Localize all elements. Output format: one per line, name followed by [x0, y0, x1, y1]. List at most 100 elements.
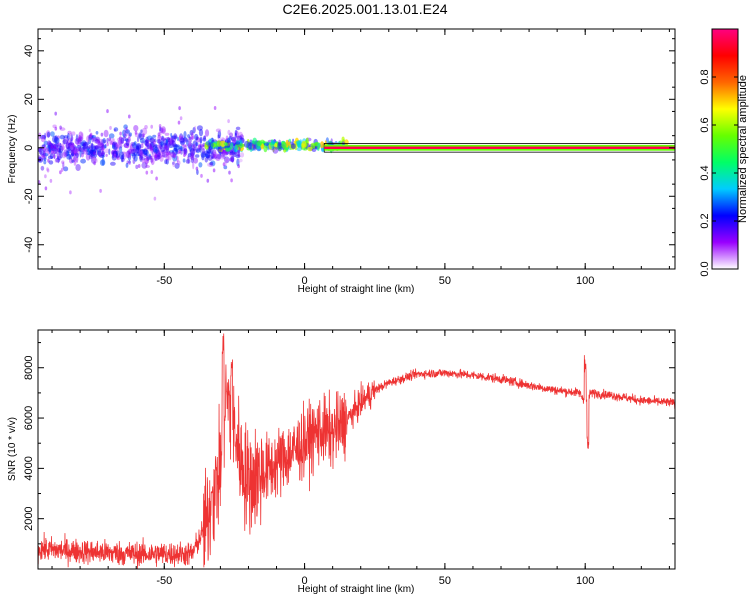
spectrogram-cell	[288, 141, 291, 146]
spectrogram-cell	[42, 153, 49, 157]
spectrogram-cell	[187, 134, 191, 138]
snr-panel: -50 0 50 100 2000 4000 6000 8000 Height of stra…	[7, 329, 676, 595]
spectrogram-cell	[56, 152, 60, 159]
spectrogram-cell	[176, 136, 179, 141]
spectrogram-cell	[82, 142, 89, 149]
spectrogram-cell	[63, 135, 69, 139]
spectrogram-cell	[182, 144, 187, 148]
spectrogram-cell	[55, 157, 61, 163]
spectrogram-cell	[217, 130, 222, 139]
spectrogram-cell	[165, 138, 169, 144]
spectrogram-cell	[67, 133, 70, 141]
spectrogram-cell	[95, 131, 99, 135]
spectrogram-cell	[44, 186, 48, 191]
spectrogram-cell	[157, 151, 161, 156]
spectrogram-cell	[141, 162, 148, 169]
spectrogram-cell	[73, 161, 77, 166]
spectrogram-cell	[210, 141, 214, 148]
spectrogram-cell	[125, 126, 128, 131]
spectrogram-cell	[168, 151, 171, 156]
spectrogram-cell	[66, 153, 72, 160]
spectrogram-cell	[161, 128, 166, 134]
spectrogram-cell	[145, 156, 150, 161]
spectrogram-cell	[240, 152, 245, 158]
spectrogram-cell	[224, 139, 230, 144]
spectrogram-cell	[174, 162, 180, 169]
spectrogram-cell	[191, 135, 194, 140]
spectrogram-cell	[278, 139, 282, 147]
snr-x-tick-label: 100	[576, 575, 594, 587]
spectrogram-cell	[44, 132, 47, 141]
spectrogram-cell	[54, 135, 58, 143]
spectrogram-cell	[157, 134, 162, 142]
spectrogram-cell	[239, 142, 243, 149]
spectrogram-cell	[67, 143, 73, 148]
spectrogram-cell	[173, 148, 178, 152]
spectrogram-cell	[45, 147, 49, 152]
spectrogram-cell	[234, 132, 237, 139]
snr-ticks: -50 0 50 100 2000 4000 6000 8000	[23, 330, 675, 587]
spectrogram-cell	[82, 143, 86, 147]
spectrogram-cell	[204, 157, 208, 163]
spectrogram-cell	[49, 178, 53, 183]
spectrogram-cell	[73, 155, 77, 164]
spectrogram-cell	[189, 129, 194, 136]
spectrogram-cell	[73, 155, 78, 163]
spectrogram-cell	[218, 148, 223, 153]
spectrogram-cell	[210, 160, 216, 167]
spectrogram-cell	[296, 147, 302, 152]
spectrogram-cell	[220, 140, 226, 147]
spectrogram-cell	[229, 157, 232, 162]
spectrogram-cell	[150, 124, 153, 129]
spectrogram-cell	[99, 138, 103, 146]
spectrogram-cell	[164, 144, 168, 149]
spectrogram-cell	[234, 129, 238, 136]
spectrogram-cell	[231, 155, 235, 163]
spectrogram-cell	[198, 162, 203, 168]
snr-y-tick-label: 2000	[23, 506, 35, 530]
spectrogram-cell	[108, 148, 111, 155]
spectrogram-cell	[141, 157, 146, 161]
spectrogram-cell	[101, 151, 106, 155]
spectrogram-cell	[229, 149, 234, 156]
spectrogram-cell	[119, 146, 123, 153]
colorbar: 0.0 0.2 0.4 0.6 0.8 Normalized spectral ampl…	[699, 28, 749, 277]
spectrogram-cell	[195, 147, 199, 153]
spectrogram-cell	[213, 106, 217, 110]
spectrogram-cell	[192, 143, 196, 151]
spectrogram-cell	[208, 162, 214, 167]
spectrogram-cell	[145, 158, 149, 166]
spectrogram-cell	[49, 153, 54, 160]
spectrogram-cell	[161, 149, 166, 154]
spectrogram-cell	[177, 120, 181, 125]
spectrogram-cell	[128, 160, 131, 164]
spectrogram-cell	[130, 152, 136, 157]
spectrogram-cell	[237, 158, 243, 163]
spectrogram-cell	[195, 136, 199, 141]
spectrogram-cell	[106, 137, 109, 144]
spectrogram-cell	[199, 136, 203, 144]
spectrogram-cell	[156, 155, 161, 160]
spectrogram-x-tick-label: 0	[302, 275, 308, 287]
spectrogram-cell	[215, 128, 222, 133]
spectrogram-cell	[196, 169, 199, 176]
spectrogram-cell	[43, 159, 47, 165]
spectrogram-cell	[319, 141, 325, 149]
spectrogram-carrier-core	[324, 146, 675, 149]
spectrogram-cell	[69, 142, 75, 148]
spectrogram-cell	[75, 147, 80, 152]
spectrogram-cell	[183, 153, 186, 158]
spectrogram-cell	[167, 139, 174, 145]
spectrogram-cell	[227, 119, 230, 124]
spectrogram-cell	[137, 164, 141, 168]
spectrogram-cell	[120, 154, 124, 163]
spectrogram-cell	[292, 138, 295, 143]
spectrogram-cell	[135, 151, 141, 157]
spectrogram-cell	[128, 160, 131, 165]
spectrogram-cell	[54, 111, 57, 116]
spectrogram-cell	[145, 149, 149, 157]
spectrogram-cell	[161, 135, 165, 143]
spectrogram-cell	[66, 136, 69, 143]
spectrogram-cell	[38, 148, 41, 152]
